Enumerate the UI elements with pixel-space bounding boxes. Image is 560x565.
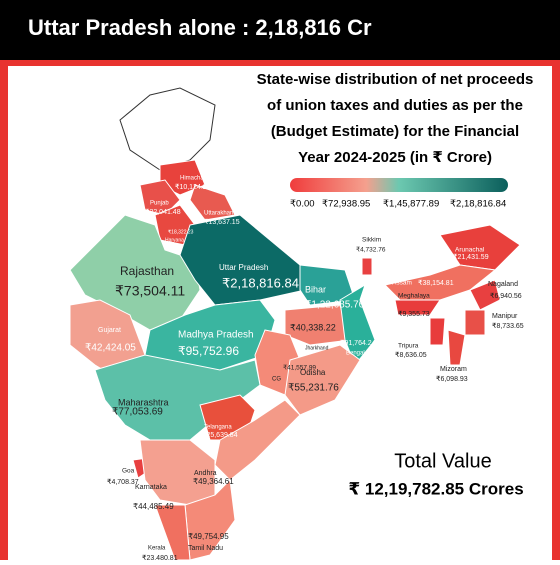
state-name: Nagaland — [488, 281, 518, 288]
state-value: ₹10,124.2 — [175, 183, 207, 191]
state-value: ₹21,431.59 — [453, 253, 489, 261]
state-value: ₹8,733.65 — [492, 322, 524, 330]
state-name: Rajasthan — [120, 264, 174, 278]
state-value: ₹9,355.73 — [398, 310, 430, 318]
title-line: (Budget Estimate) for the Financial — [271, 123, 519, 140]
state-value: ₹41,557.99 — [283, 365, 316, 372]
region — [464, 309, 486, 336]
state-name: Kerala — [148, 546, 166, 552]
state-name: Himachal — [180, 176, 205, 182]
state-name: Mizoram — [440, 366, 467, 373]
state-value: ₹18,322.23 — [168, 229, 194, 235]
legend-label: ₹0.00 — [290, 199, 315, 210]
state-value: ₹22,041.48 — [145, 208, 181, 216]
region — [189, 184, 236, 221]
title-line: Year 2024-2025 (in ₹ Crore) — [298, 149, 492, 166]
state-value: ₹4,708.37 — [107, 478, 139, 486]
state-name: Telangana — [204, 425, 232, 431]
region — [394, 299, 441, 316]
region — [299, 264, 356, 306]
region — [429, 317, 446, 346]
header-bar — [0, 0, 560, 60]
state-value: ₹95,752.96 — [178, 344, 239, 358]
region — [439, 224, 521, 271]
state-name: Goa — [122, 468, 135, 475]
state-name: Tripura — [398, 343, 419, 350]
region — [339, 283, 376, 366]
state-value: ₹2,18,816.84 — [222, 275, 299, 290]
state-name: Meghalaya — [398, 293, 430, 300]
state-value: ₹73,504.11 — [115, 283, 185, 299]
state-value: ₹23,480.81 — [142, 554, 178, 560]
state-name: Jharkhand — [305, 345, 329, 351]
region — [469, 279, 501, 311]
state-name: Bihar — [305, 284, 326, 294]
state-value: ₹38,154.81 — [418, 279, 454, 287]
state-value: ₹42,424.05 — [85, 343, 136, 354]
state-value: ₹4,732.76 — [356, 247, 386, 254]
title-line: of union taxes and duties as per the — [267, 97, 523, 114]
state-name: Andhra — [194, 470, 217, 477]
state-value: ₹44,485.49 — [133, 502, 174, 511]
state-value: ₹13,637.15 — [204, 218, 240, 226]
title-line: State-wise distribution of net proceeds — [257, 71, 534, 88]
state-value: ₹55,231.76 — [288, 383, 339, 394]
legend-label: ₹2,18,816.84 — [450, 199, 506, 210]
total-label: Total Value — [394, 450, 491, 472]
state-name: Uttar Pradesh — [219, 263, 268, 272]
legend-gradient — [290, 178, 508, 192]
state-name: Manipur — [492, 313, 518, 320]
state-value: ₹49,754.95 — [188, 532, 229, 541]
state-name: Bengal — [346, 351, 365, 357]
state-name: Maharashtra — [118, 397, 169, 407]
region — [119, 87, 216, 171]
state-name: Odisha — [300, 368, 326, 377]
region — [447, 329, 466, 366]
state-value: ₹40,338.22 — [290, 322, 336, 332]
state-value: ₹1,22,685.76 — [305, 300, 365, 311]
state-value: ₹91,764.24 — [340, 339, 376, 347]
state-name: Arunachal — [455, 247, 485, 254]
state-value: ₹6,098.93 — [436, 375, 468, 383]
state-value: ₹77,053.69 — [112, 407, 163, 418]
state-name: Karnataka — [135, 484, 167, 491]
legend-label: ₹1,45,877.89 — [383, 199, 439, 210]
region — [284, 304, 351, 346]
state-name: Assam — [392, 280, 412, 287]
map — [69, 87, 521, 561]
state-name: Haryana — [165, 237, 184, 243]
state-value: ₹49,364.61 — [193, 477, 234, 486]
state-name: Gujarat — [98, 327, 121, 334]
legend-label: ₹72,938.95 — [322, 199, 370, 210]
total-value: ₹ 12,19,782.85 Crores — [348, 479, 523, 498]
region — [214, 399, 301, 481]
region — [361, 257, 373, 276]
state-name: CG — [272, 377, 281, 383]
state-value: ₹6,940.56 — [490, 292, 522, 300]
state-value: ₹8,636.05 — [395, 351, 427, 359]
state-name: Sikkim — [362, 237, 381, 244]
state-name: Madhya Pradesh — [178, 330, 254, 341]
region — [284, 344, 361, 416]
state-name: Tamil Nadu — [188, 545, 223, 552]
state-value: ₹25,639.84 — [202, 431, 238, 439]
state-name: Punjab — [150, 201, 169, 207]
header-title: Uttar Pradesh alone : 2,18,816 Cr — [28, 15, 372, 40]
state-name: Uttarakhand — [204, 211, 237, 217]
